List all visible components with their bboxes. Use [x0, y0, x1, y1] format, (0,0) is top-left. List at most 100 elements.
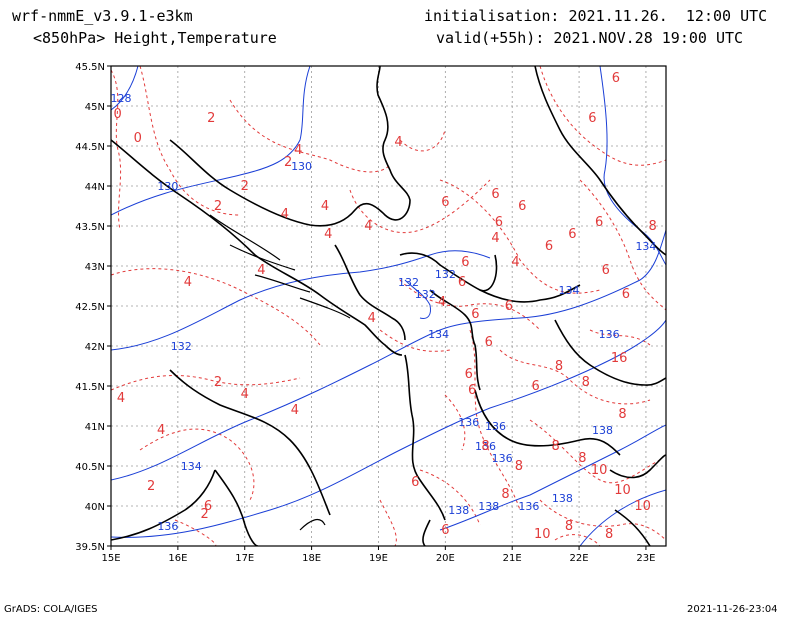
x-tick-label: 18E: [302, 553, 321, 564]
temperature-contour-label: 8: [552, 439, 560, 454]
temperature-contour-label: 6: [441, 195, 449, 210]
temperature-contour-label: 16: [611, 351, 628, 366]
coastlines-borders: [111, 66, 666, 546]
temperature-contour-label: 6: [612, 71, 620, 86]
footer-credit: GrADS: COLA/IGES: [4, 604, 98, 615]
temperature-contour-label: 8: [515, 459, 523, 474]
y-tick-label: 41.5N: [75, 382, 105, 393]
temperature-contours: [111, 66, 666, 546]
temperature-contour-label: 6: [518, 199, 526, 214]
temperature-contour-label: 6: [411, 475, 419, 490]
temperature-contour-label: 6: [485, 335, 493, 350]
temperature-contour-label: 8: [565, 519, 573, 534]
height-contour-label: 138: [592, 424, 613, 437]
y-tick-label: 42.5N: [75, 302, 105, 313]
y-tick-label: 45N: [85, 102, 105, 113]
height-contour-label: 136: [458, 416, 479, 429]
temperature-contour-label: 4: [157, 423, 165, 438]
temperature-contour-label: 4: [321, 199, 329, 214]
height-contour-label: 134: [428, 328, 449, 341]
height-contour-label: 132: [415, 288, 436, 301]
height-contour-label: 130: [157, 180, 178, 193]
temperature-contour-label: 0: [134, 131, 142, 146]
temperature-contour-label: 2: [214, 375, 222, 390]
height-contour-label: 134: [559, 284, 580, 297]
temperature-contour-label: 6: [568, 227, 576, 242]
x-tick-label: 16E: [168, 553, 187, 564]
height-contour-label: 138: [552, 492, 573, 505]
temperature-contour-label: 6: [458, 275, 466, 290]
temperature-contour-label: 2: [241, 179, 249, 194]
temperature-contour-label: 10: [534, 527, 551, 542]
height-contour-label: 136: [485, 420, 506, 433]
temperature-contour-label: 8: [648, 219, 656, 234]
temperature-contour-label: 10: [634, 499, 651, 514]
y-tick-label: 41N: [85, 422, 105, 433]
temperature-contour-label: 2: [207, 111, 215, 126]
temperature-contour-label: 6: [588, 111, 596, 126]
temperature-contour-label: 6: [468, 383, 476, 398]
temperature-contour-label: 10: [614, 483, 631, 498]
temperature-contour-label: 4: [294, 143, 302, 158]
init-time: initialisation: 2021.11.26. 12:00 UTC: [424, 7, 768, 25]
temperature-contour-label: 6: [531, 379, 539, 394]
temperature-contour-label: 8: [555, 359, 563, 374]
x-tick-label: 19E: [369, 553, 388, 564]
temperature-contour-label: 6: [204, 499, 212, 514]
temperature-contour-label: 6: [495, 215, 503, 230]
temperature-contour-label: 4: [241, 387, 249, 402]
temperature-contour-label: 4: [184, 275, 192, 290]
temperature-contour-label: 4: [394, 135, 402, 150]
height-contour-label: 134: [635, 240, 656, 253]
temperature-contour-label: 4: [511, 255, 519, 270]
y-tick-label: 42N: [85, 342, 105, 353]
temperature-contour-label: 2: [147, 479, 155, 494]
height-contour-label: 136: [475, 440, 496, 453]
temperature-contour-label: 4: [438, 295, 446, 310]
temperature-contour-label: 8: [578, 451, 586, 466]
temperature-contour-label: 6: [602, 263, 610, 278]
temperature-contour-label: 6: [471, 307, 479, 322]
footer-timestamp: 2021-11-26-23:04: [687, 604, 778, 615]
temperature-contour-label: 10: [591, 463, 608, 478]
temperature-contour-label: 4: [491, 231, 499, 246]
y-tick-label: 45.5N: [75, 62, 105, 73]
temperature-contour-label: 0: [114, 107, 122, 122]
field-title: <850hPa> Height,Temperature: [33, 29, 277, 47]
y-tick-label: 44.5N: [75, 142, 105, 153]
height-contour-label: 132: [171, 340, 192, 353]
height-contour-label: 136: [518, 500, 539, 513]
height-contour-label: 138: [448, 504, 469, 517]
longitude-ticks: 15E 16E 17E 18E 19E 20E 21E 22E 23E: [101, 546, 655, 564]
temperature-contour-label: 6: [622, 287, 630, 302]
temperature-contour-label: 2: [214, 199, 222, 214]
height-contours: [111, 66, 666, 546]
y-tick-label: 39.5N: [75, 542, 105, 553]
height-contour-label: 136: [492, 452, 513, 465]
height-contour-label: 136: [157, 520, 178, 533]
height-contour-label: 128: [111, 92, 132, 105]
height-contour-label: 132: [435, 268, 456, 281]
latitude-ticks: 39.5N 40N 40.5N 41N 41.5N 42N 42.5N 43N 43.5N 44N…: [75, 62, 111, 553]
temperature-contour-label: 4: [368, 311, 376, 326]
temperature-contour-label: 2: [200, 507, 208, 522]
x-tick-label: 22E: [570, 553, 589, 564]
temperature-contour-label: 6: [545, 239, 553, 254]
temperature-contour-label: 6: [441, 523, 449, 538]
y-tick-label: 43N: [85, 262, 105, 273]
temperature-contour-label: 6: [491, 187, 499, 202]
height-contour-label: 132: [398, 276, 419, 289]
y-tick-label: 43.5N: [75, 222, 105, 233]
model-title: wrf-nmmE_v3.9.1-e3km: [12, 7, 193, 25]
height-contour-label: 130: [291, 160, 312, 173]
temperature-contour-label: 2: [284, 155, 292, 170]
height-contour-label: 134: [181, 460, 202, 473]
valid-time: valid(+55h): 2021.NOV.28 19:00 UTC: [436, 29, 744, 47]
y-tick-label: 44N: [85, 182, 105, 193]
x-tick-label: 23E: [636, 553, 655, 564]
temperature-contour-label: 8: [481, 439, 489, 454]
y-tick-label: 40N: [85, 502, 105, 513]
temperature-contour-label: 4: [117, 391, 125, 406]
